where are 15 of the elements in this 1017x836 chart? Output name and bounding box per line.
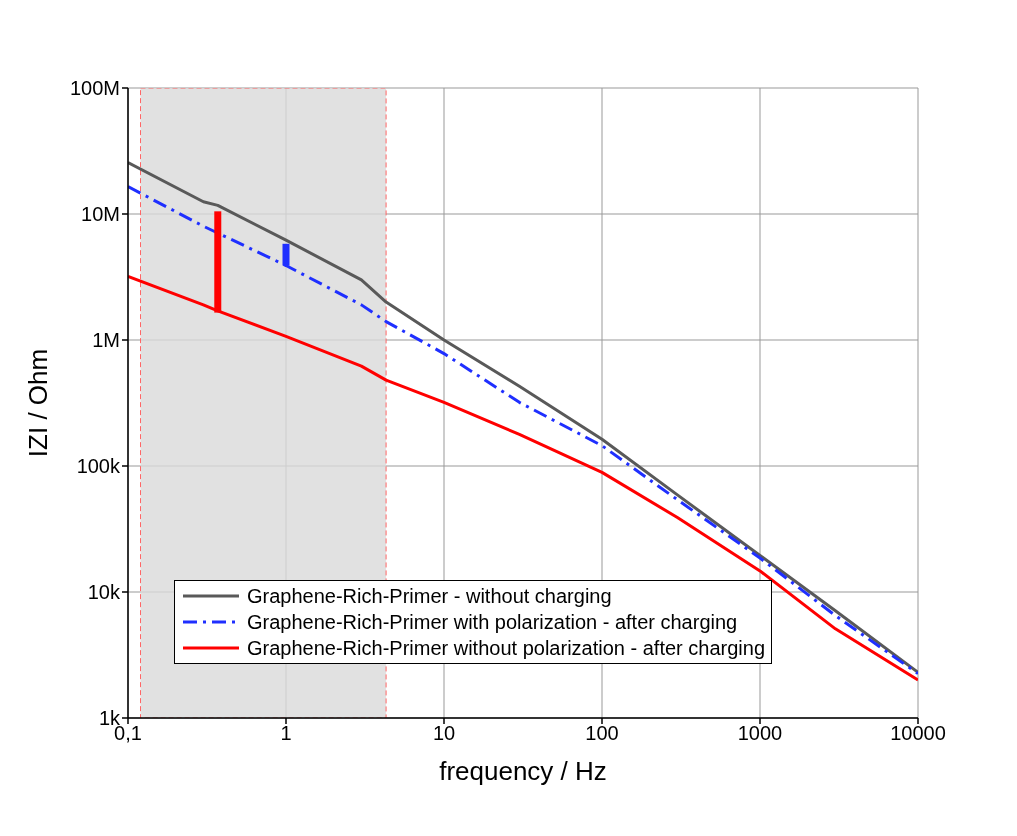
x-axis-title: frequency / Hz bbox=[439, 756, 607, 786]
y-axis-title: IZI / Ohm bbox=[23, 348, 54, 458]
legend-label: Graphene-Rich-Primer with polarization - after charging bbox=[247, 610, 738, 634]
x-tick-label: 10000 bbox=[890, 722, 946, 745]
x-tick-label: 10 bbox=[432, 722, 456, 745]
x-tick-label: 1 bbox=[280, 722, 292, 745]
y-tick-label: 10M bbox=[81, 203, 120, 226]
y-tick-label: 100M bbox=[69, 77, 120, 100]
y-tick-label: 1M bbox=[92, 329, 120, 352]
y-tick-label: 100k bbox=[76, 455, 121, 478]
legend-label: Graphene-Rich-Primer without polarization - after charging bbox=[247, 636, 766, 660]
x-tick-label: 100 bbox=[585, 722, 619, 745]
y-tick-label: 10k bbox=[87, 581, 121, 604]
legend-label: Graphene-Rich-Primer - without charging bbox=[247, 584, 612, 608]
x-tick-label: 1000 bbox=[737, 722, 783, 745]
